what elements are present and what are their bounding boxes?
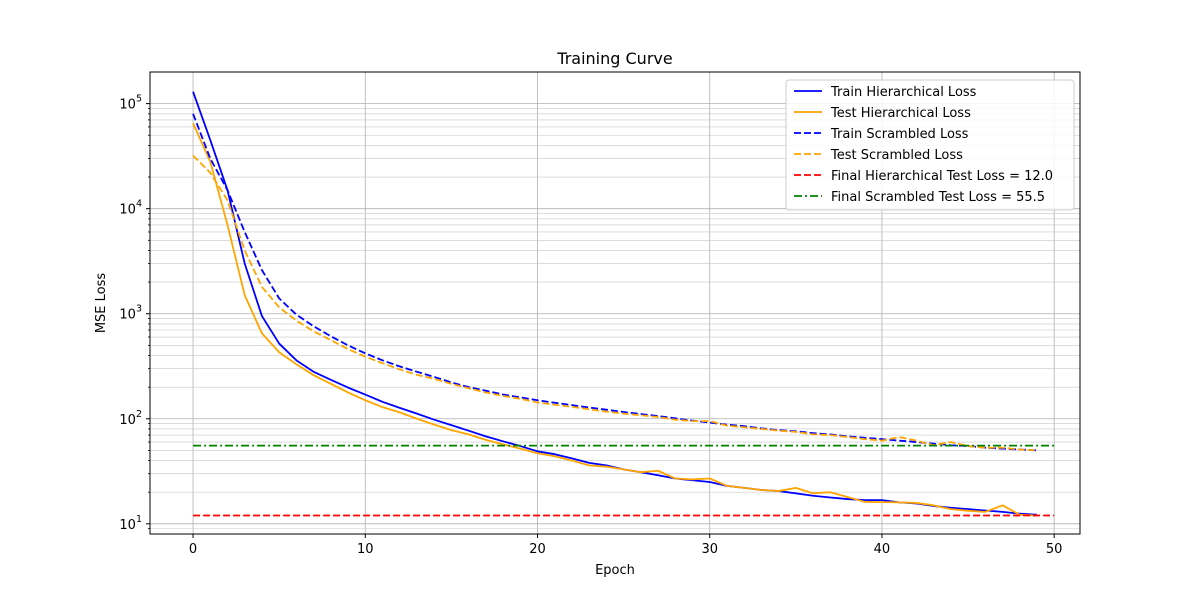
axis-ticks: 0 10 20 30 40 50 101 102 103 104 105 bbox=[119, 94, 1062, 557]
x-tick-label: 30 bbox=[701, 542, 718, 557]
y-tick-label: 103 bbox=[119, 304, 142, 323]
series-line-3 bbox=[192, 154, 1037, 452]
legend-label-1: Test Hierarchical Loss bbox=[830, 106, 971, 121]
legend: Train Hierarchical Loss Test Hierarchical… bbox=[785, 79, 1075, 211]
x-tick-label: 0 bbox=[189, 542, 197, 557]
legend-label-3: Test Scrambled Loss bbox=[830, 148, 963, 163]
y-tick-label: 101 bbox=[119, 514, 142, 533]
series-line-2 bbox=[192, 113, 1037, 452]
series-line-1 bbox=[192, 122, 1037, 517]
legend-label-2: Train Scrambled Loss bbox=[830, 127, 969, 142]
legend-label-4: Final Hierarchical Test Loss = 12.0 bbox=[831, 169, 1053, 184]
x-axis-label: Epoch bbox=[595, 563, 635, 578]
y-tick-label: 105 bbox=[119, 94, 142, 113]
y-tick-label: 102 bbox=[119, 409, 142, 428]
plot-frame bbox=[149, 71, 1081, 535]
x-tick-label: 10 bbox=[357, 542, 374, 557]
x-tick-label: 40 bbox=[874, 542, 891, 557]
legend-label-0: Train Hierarchical Loss bbox=[830, 85, 977, 100]
legend-box bbox=[785, 79, 1075, 211]
y-tick-label: 104 bbox=[119, 199, 142, 218]
y-axis-label: MSE Loss bbox=[94, 273, 109, 334]
chart-title: Training Curve bbox=[556, 49, 672, 68]
x-tick-label: 50 bbox=[1046, 542, 1063, 557]
x-tick-label: 20 bbox=[529, 542, 546, 557]
legend-label-5: Final Scrambled Test Loss = 55.5 bbox=[831, 190, 1045, 205]
series-layer bbox=[192, 91, 1055, 517]
